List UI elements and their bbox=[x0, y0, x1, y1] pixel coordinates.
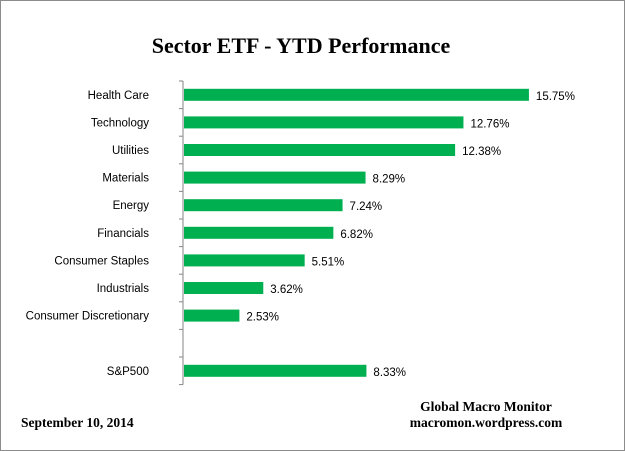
category-label: Energy bbox=[113, 200, 150, 212]
bar bbox=[184, 254, 305, 267]
bar bbox=[184, 199, 343, 212]
data-label: 7.24% bbox=[350, 201, 383, 213]
bar bbox=[184, 171, 366, 184]
category-label: Health Care bbox=[88, 90, 149, 102]
category-label: Technology bbox=[91, 117, 149, 129]
date-label: September 10, 2014 bbox=[21, 415, 134, 430]
bar bbox=[184, 226, 334, 239]
category-label: Financials bbox=[97, 228, 149, 240]
data-label: 8.33% bbox=[373, 367, 406, 379]
category-label: Utilities bbox=[112, 145, 149, 157]
category-label: Consumer Discretionary bbox=[26, 311, 150, 323]
data-label: 15.75% bbox=[536, 91, 575, 103]
category-label: S&P500 bbox=[107, 366, 149, 378]
chart-title: Sector ETF - YTD Performance bbox=[152, 33, 451, 58]
data-label: 12.76% bbox=[470, 118, 509, 130]
data-label: 12.38% bbox=[462, 146, 501, 158]
bar bbox=[184, 282, 264, 294]
bar bbox=[184, 144, 456, 156]
source-name: Global Macro Monitor bbox=[420, 399, 552, 414]
category-label: Consumer Staples bbox=[54, 255, 149, 267]
data-label: 2.53% bbox=[246, 312, 279, 324]
category-label: Industrials bbox=[97, 283, 150, 295]
category-label: Materials bbox=[102, 173, 149, 185]
bar bbox=[184, 88, 529, 101]
bar bbox=[184, 364, 367, 377]
data-label: 8.29% bbox=[373, 174, 406, 186]
bar bbox=[184, 309, 240, 322]
data-label: 3.62% bbox=[270, 284, 303, 296]
data-label: 6.82% bbox=[340, 229, 373, 241]
bar bbox=[184, 116, 464, 129]
source-url: macromon.wordpress.com bbox=[410, 415, 563, 430]
data-label: 5.51% bbox=[312, 256, 345, 268]
